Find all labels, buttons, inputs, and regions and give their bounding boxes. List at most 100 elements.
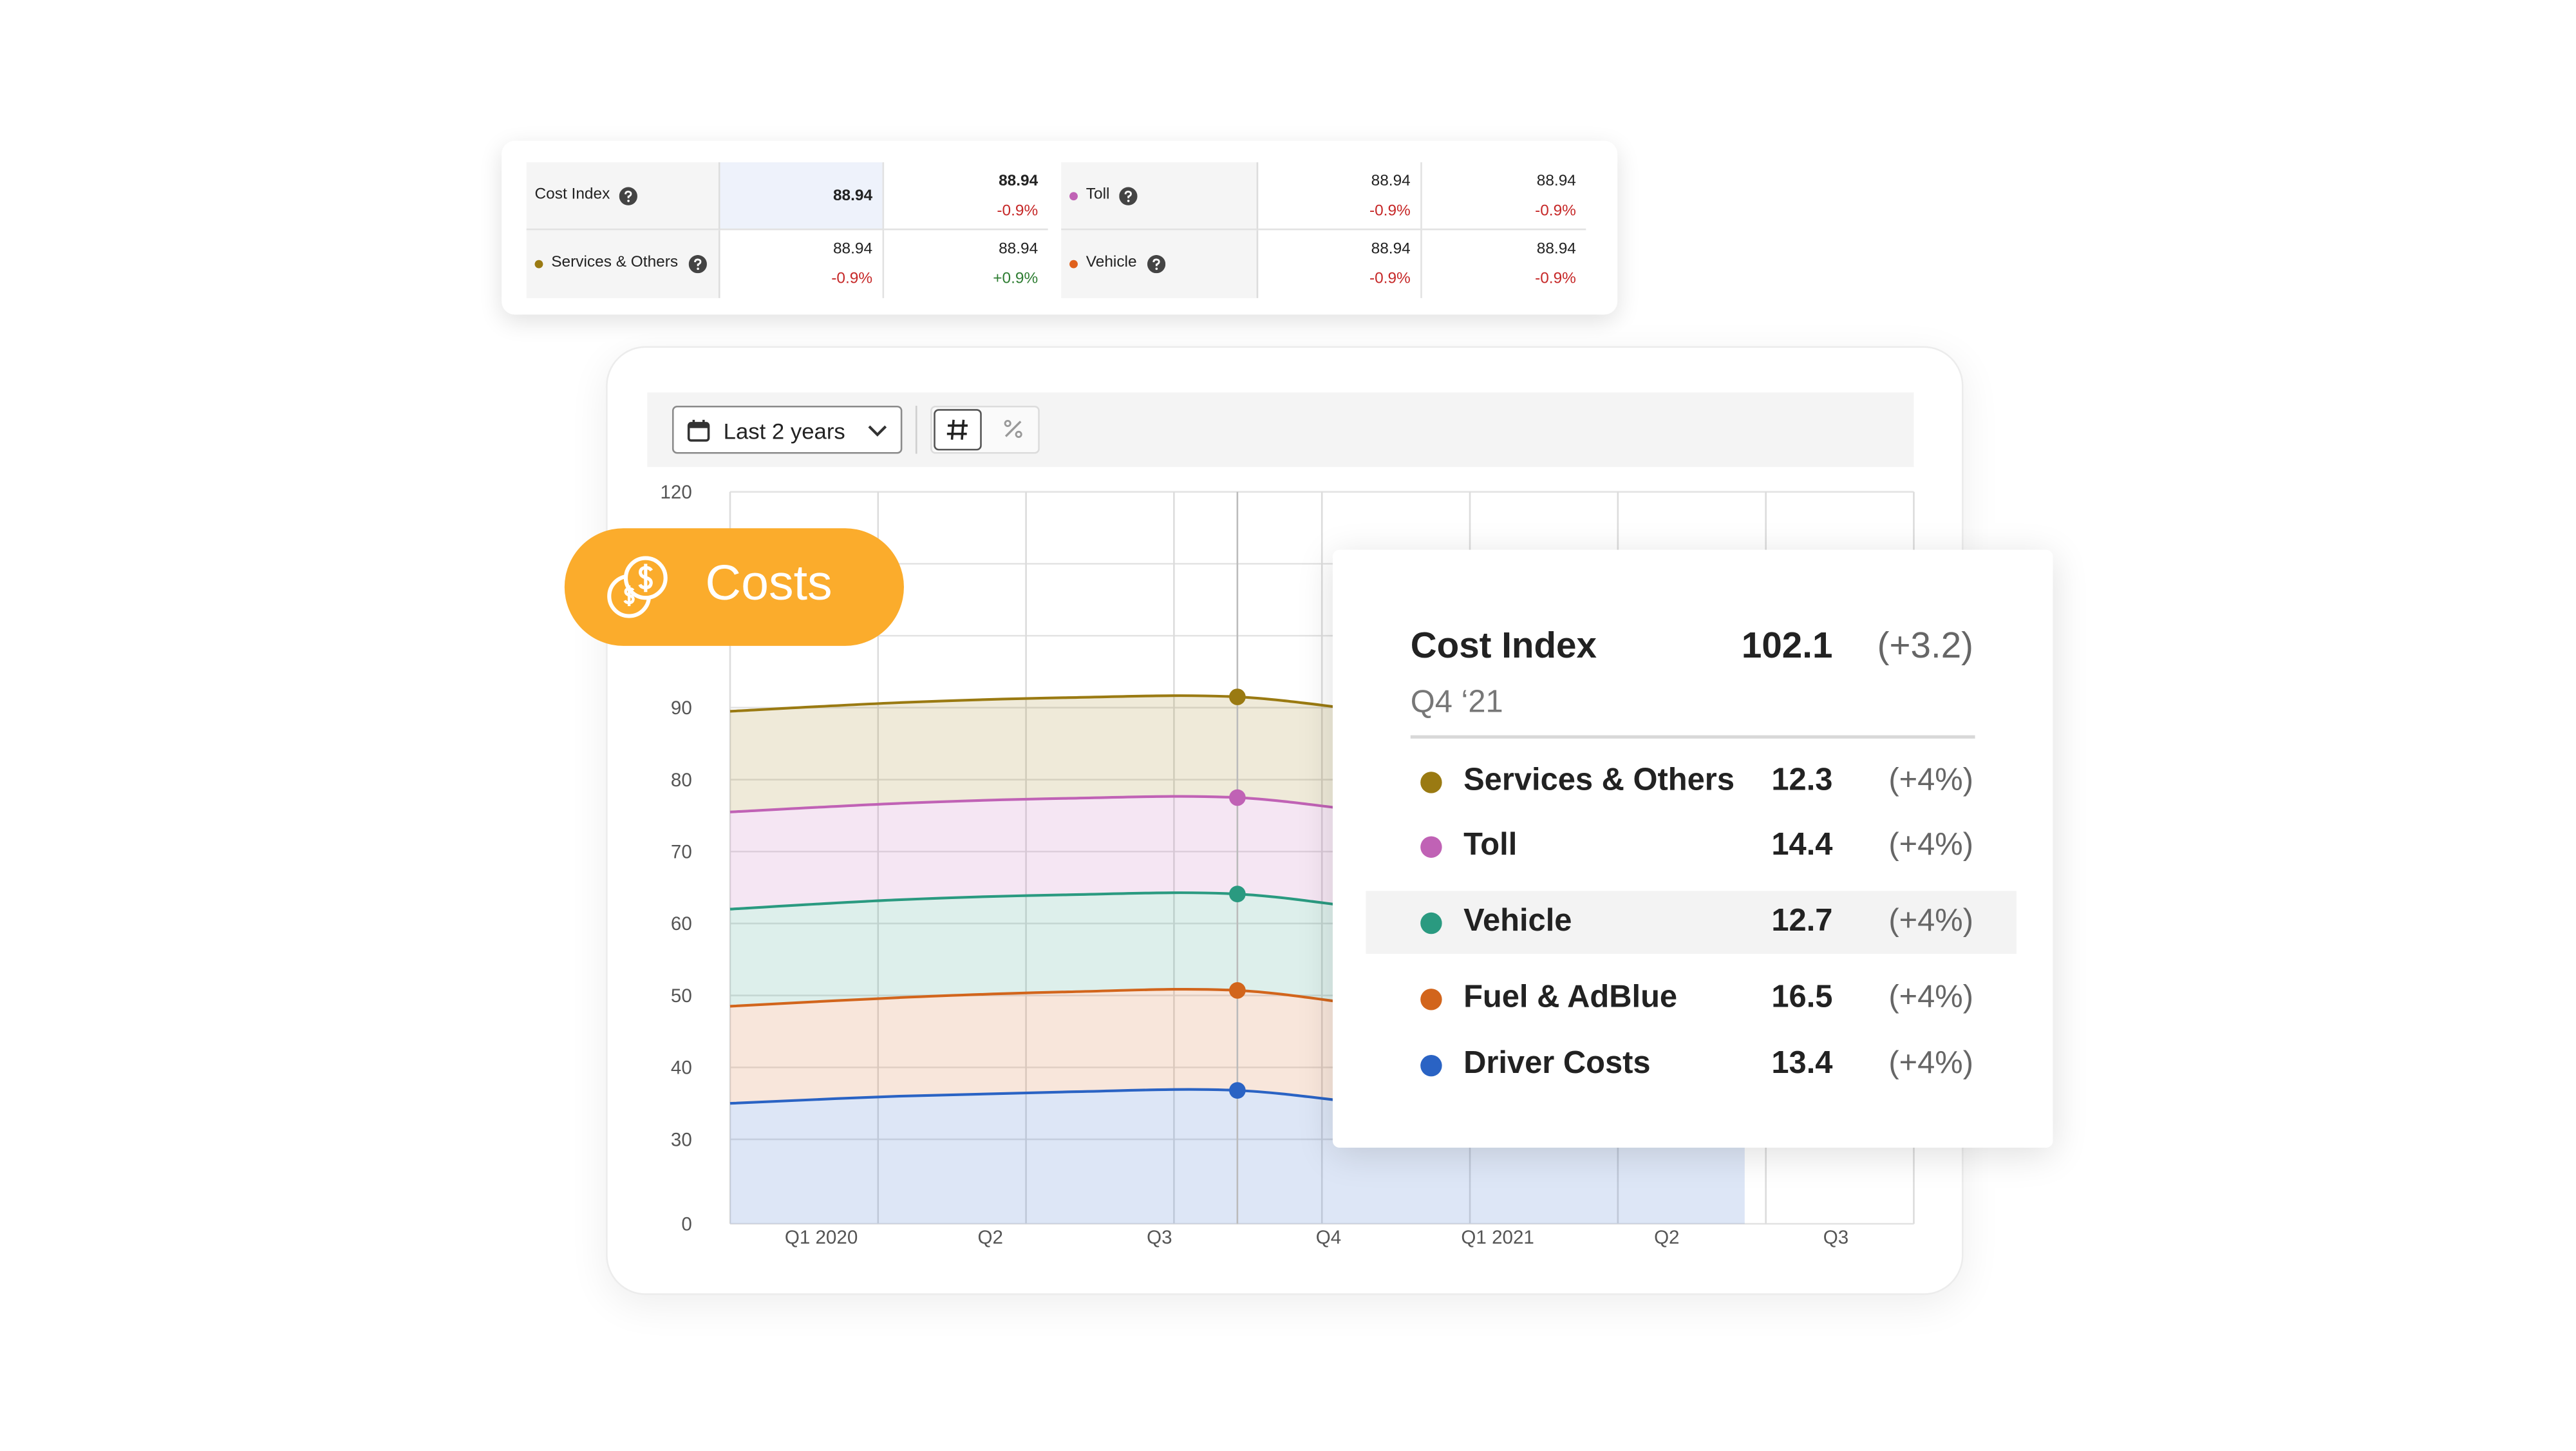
tooltip-row-value: 12.3: [1771, 763, 1833, 799]
calendar-body: [687, 422, 710, 442]
help-icon: [1119, 187, 1138, 205]
y-tick-label: 50: [671, 985, 692, 1007]
summary-value: 88.94: [1371, 240, 1411, 259]
help-dot: [627, 200, 630, 202]
tooltip-row-value: 13.4: [1771, 1047, 1833, 1082]
summary-cell: 88.94 -0.9%: [884, 162, 1048, 231]
hover-point: [1229, 789, 1246, 806]
percent-slash: [1004, 421, 1022, 437]
x-tick-label: Q3: [1147, 1227, 1172, 1248]
help-glyph: [1124, 191, 1132, 198]
costs-badge: Costs: [564, 528, 904, 646]
dollar-glyph: [638, 564, 653, 593]
tooltip-row-change: (+4%): [1888, 763, 1974, 799]
help-glyph: [694, 258, 702, 267]
y-tick-label: 70: [671, 842, 692, 863]
tooltip-row-value: 14.4: [1771, 828, 1833, 863]
legend-dot: [1420, 912, 1442, 934]
summary-label-cell: Cost Index: [526, 162, 720, 231]
chevron: [868, 425, 887, 437]
x-tick-label: Q1 2021: [1461, 1227, 1534, 1248]
toolbar: Last 2 years: [647, 392, 1914, 468]
percent-dot: [1004, 419, 1011, 428]
summary-label-cell: Toll: [1061, 162, 1259, 231]
help-glyph: [625, 191, 632, 198]
summary-value: 88.94: [832, 187, 873, 205]
y-tick-label: 0: [681, 1214, 691, 1235]
summary-cell: 88.94 -0.9%: [1422, 230, 1586, 298]
help-icon: [1147, 254, 1166, 274]
tooltip-row-change: (+4%): [1888, 980, 1974, 1016]
summary-value: 88.94: [1371, 172, 1411, 191]
coins-icon: [607, 556, 668, 618]
summary-cell: 88.94: [720, 162, 885, 231]
summary-cell: 88.94 -0.9%: [1258, 230, 1422, 298]
summary-value: 88.94: [832, 240, 873, 259]
summary-cell: 88.94 +0.9%: [884, 230, 1048, 298]
tooltip-row-name: Toll: [1463, 828, 1518, 863]
tooltip-title: Cost Index: [1410, 624, 1597, 666]
hash-glyph: [946, 419, 968, 440]
range-label: Last 2 years: [723, 419, 845, 444]
tooltip-row-name: Driver Costs: [1463, 1047, 1651, 1082]
calendar-rings: [692, 419, 705, 425]
help-dot: [1127, 200, 1130, 202]
summary-card: Cost Index 88.94 88.94 -0.9% Toll 88.94 -0.9% 8…: [502, 140, 1618, 315]
summary-value: 88.94: [999, 172, 1039, 191]
hover-point: [1229, 982, 1246, 999]
y-tick-label: 60: [671, 913, 692, 934]
summary-cell: 88.94 -0.9%: [1258, 162, 1422, 231]
tooltip-row-value: 12.7: [1771, 904, 1833, 939]
number-mode-button[interactable]: [934, 409, 982, 451]
tooltip-row-change: (+4%): [1888, 1047, 1974, 1082]
badge-label: Costs: [705, 556, 832, 611]
dollar-glyph-small: [623, 585, 635, 607]
summary-label: Cost Index: [534, 185, 610, 204]
tooltip-total-change: (+3.2): [1877, 624, 1974, 666]
tooltip-row-name: Fuel & AdBlue: [1463, 980, 1678, 1016]
summary-cell: 88.94 -0.9%: [720, 230, 885, 298]
tooltip-row-name: Services & Others: [1463, 763, 1735, 799]
summary-label-cell: Services & Others: [526, 230, 720, 298]
legend-dot: [1069, 192, 1078, 201]
legend-dot: [1069, 260, 1078, 269]
tooltip-row-name: Vehicle: [1463, 904, 1572, 939]
mode-toggle: [930, 405, 1040, 454]
percent-icon: [1004, 419, 1022, 438]
y-tick-label: 80: [671, 770, 692, 791]
x-tick-label: Q3: [1823, 1227, 1848, 1248]
summary-label: Vehicle: [1086, 253, 1137, 272]
summary-change: -0.9%: [831, 270, 873, 289]
summary-label: Services & Others: [551, 253, 679, 272]
summary-value: 88.94: [1536, 240, 1576, 259]
tooltip-total: 102.1: [1741, 624, 1833, 666]
percent-mode-button[interactable]: [990, 409, 1039, 450]
summary-change: -0.9%: [1535, 202, 1576, 220]
range-dropdown[interactable]: Last 2 years: [672, 405, 903, 454]
summary-value: 88.94: [1536, 172, 1576, 191]
calendar-icon: [687, 419, 710, 442]
help-dot: [697, 267, 699, 270]
calendar-top: [688, 422, 709, 428]
legend-dot: [1420, 989, 1442, 1010]
legend-dot: [534, 260, 543, 269]
tooltip-period: Q4 ‘21: [1410, 685, 1503, 721]
summary-value: 88.94: [999, 240, 1039, 259]
tooltip-row-highlight: [1366, 891, 2017, 954]
summary-label: Toll: [1086, 185, 1110, 204]
summary-change: -0.9%: [1369, 202, 1411, 220]
x-tick-label: Q2: [977, 1227, 1002, 1248]
percent-dot: [1015, 430, 1022, 438]
y-tick-label: 90: [671, 697, 692, 719]
hover-point: [1229, 886, 1246, 903]
summary-change: -0.9%: [997, 202, 1039, 220]
x-tick-label: Q1 2020: [785, 1227, 858, 1248]
help-icon: [688, 254, 707, 274]
y-tick-label: 120: [660, 482, 691, 503]
help-dot: [1155, 267, 1158, 270]
hover-point: [1229, 1082, 1246, 1099]
tooltip-row-change: (+4%): [1888, 904, 1974, 939]
